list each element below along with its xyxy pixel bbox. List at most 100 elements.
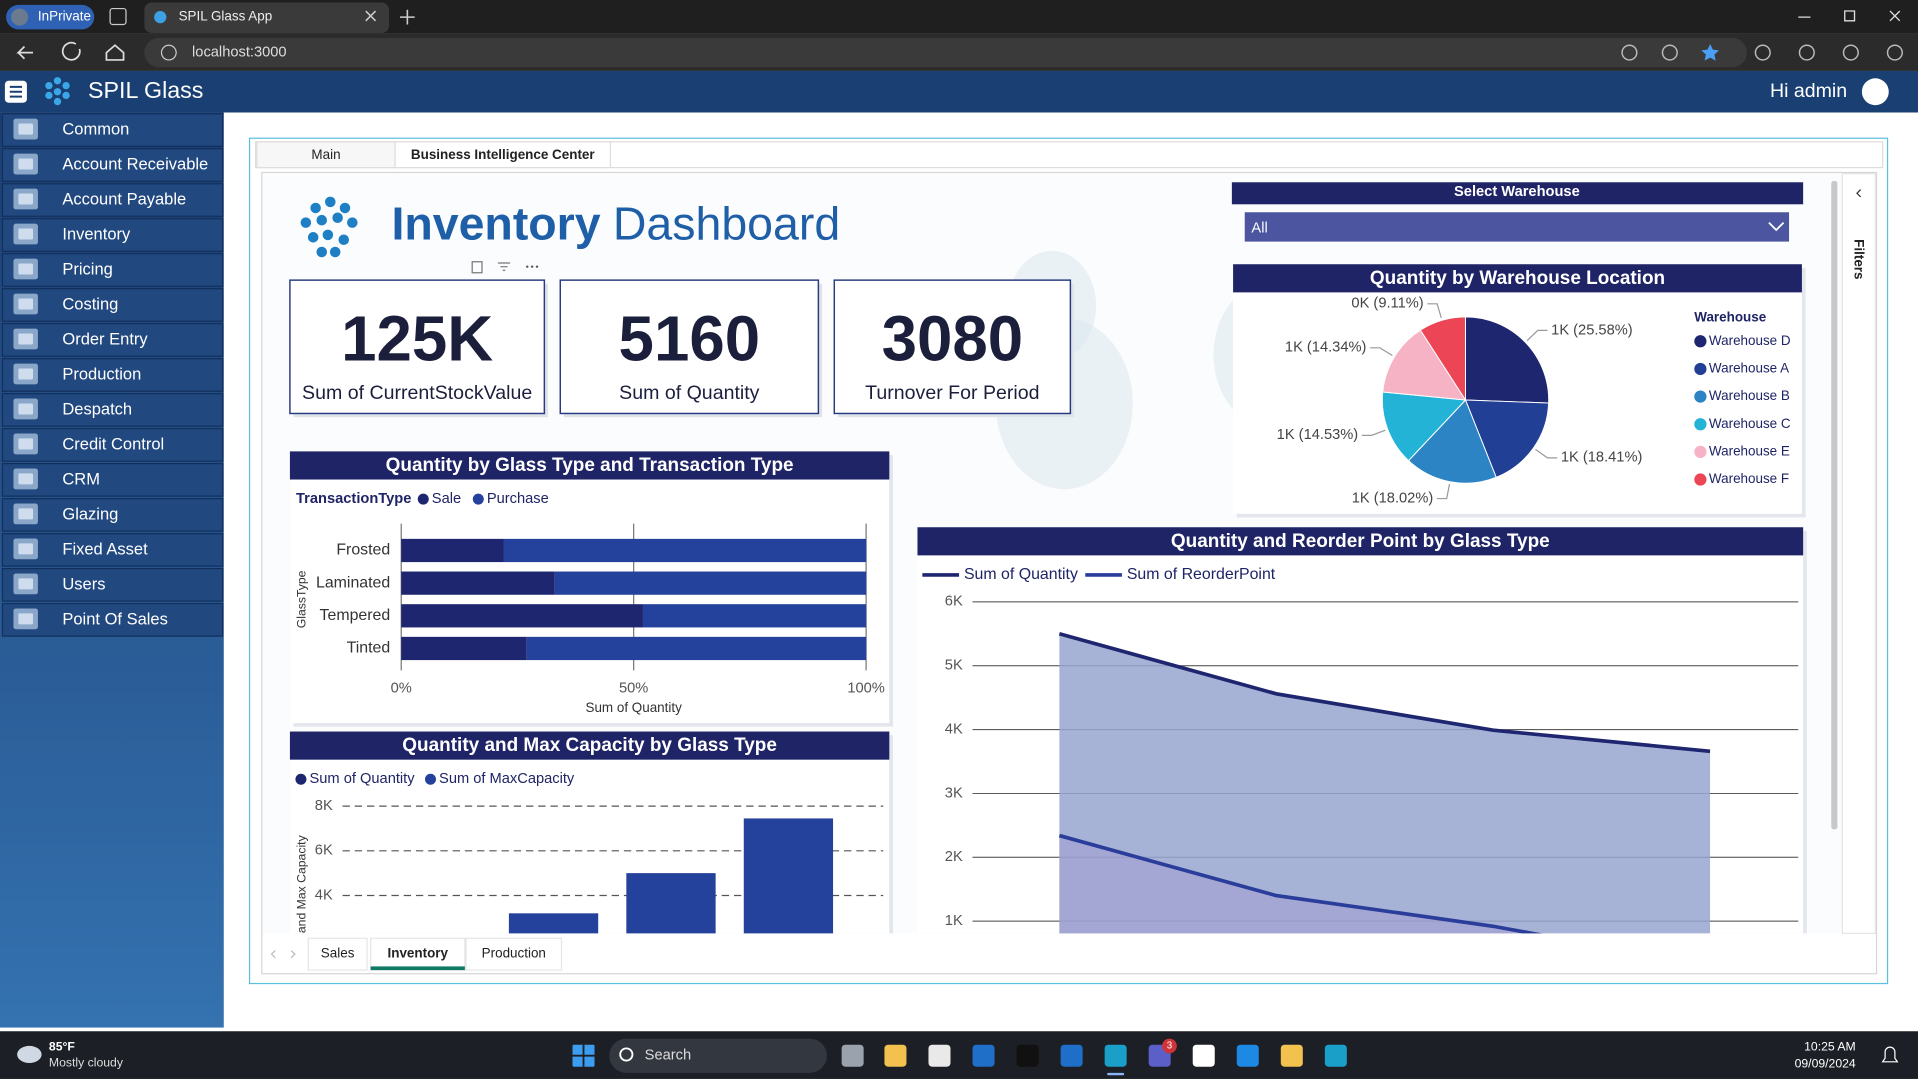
star-icon[interactable] xyxy=(1701,44,1719,61)
sidebar-label[interactable]: Fixed Asset xyxy=(62,540,148,558)
sidebar-item-bg[interactable] xyxy=(1,428,224,462)
sidebar-label[interactable]: Users xyxy=(62,575,105,593)
tab-label[interactable]: Business Intelligence Center xyxy=(411,147,595,162)
legend-swatch xyxy=(1694,473,1707,486)
canvas-scrollbar[interactable] xyxy=(1831,181,1838,830)
taskbar-app[interactable] xyxy=(972,1044,995,1067)
sidebar-label[interactable]: Common xyxy=(62,121,129,139)
tab-actions[interactable] xyxy=(109,7,127,26)
sidebar-item-bg[interactable] xyxy=(1,567,224,602)
inprivate-pill[interactable] xyxy=(6,4,95,30)
app-logo-dot xyxy=(53,88,62,96)
address-box[interactable] xyxy=(144,37,1747,68)
notification-bell[interactable] xyxy=(1881,1046,1899,1063)
sidebar-item-bg[interactable] xyxy=(1,358,224,392)
bar-segment xyxy=(503,538,867,563)
taskbar-app[interactable] xyxy=(1060,1044,1083,1067)
tab-label[interactable]: Main xyxy=(311,147,340,162)
sidebar-item-bg[interactable] xyxy=(1,323,224,357)
page-tab[interactable] xyxy=(307,937,368,971)
new-tab[interactable] xyxy=(400,9,415,25)
toolbar-icon[interactable] xyxy=(1621,44,1638,61)
sidebar-item-bg[interactable] xyxy=(1,253,224,287)
weather-temp: 85°F xyxy=(49,1039,75,1053)
visual-header-icons[interactable] xyxy=(471,261,511,274)
app-name: SPIL Glass xyxy=(88,77,203,103)
taskbar xyxy=(0,1031,1918,1079)
bar-segment xyxy=(401,538,504,563)
sidebar-label[interactable]: Inventory xyxy=(62,226,131,244)
taskbar-app[interactable] xyxy=(1192,1044,1215,1067)
sidebar-item-bg[interactable] xyxy=(1,532,224,567)
sidebar-item: Account Payable xyxy=(1,183,224,217)
dashboard-logo-dot xyxy=(347,217,358,228)
toolbar-icon[interactable] xyxy=(1661,44,1678,61)
legend-label: Sum of Quantity xyxy=(309,771,415,787)
sidebar-item-bg[interactable] xyxy=(1,463,224,497)
sidebar-label[interactable]: Credit Control xyxy=(62,436,164,454)
page-tab-label[interactable]: Production xyxy=(482,946,546,961)
filters-label[interactable]: Filters xyxy=(1852,239,1867,279)
sidebar-item-bg[interactable] xyxy=(1,498,224,532)
sidebar-label[interactable]: CRM xyxy=(62,471,100,489)
search-label[interactable]: Search xyxy=(645,1048,691,1064)
visual-title-bar xyxy=(289,451,890,480)
dashboard-logo-dot xyxy=(329,246,341,258)
tab-close[interactable] xyxy=(365,10,377,22)
sidebar-item: Account Receivable xyxy=(1,148,224,182)
visual-title: Quantity by Glass Type and Transaction T… xyxy=(386,455,794,476)
filters-pane[interactable] xyxy=(1841,173,1876,934)
sidebar-item-bg[interactable] xyxy=(1,183,224,217)
sidebar-item-bg[interactable] xyxy=(1,393,224,427)
sidebar-item-bg[interactable] xyxy=(1,113,224,147)
sidebar-label[interactable]: Order Entry xyxy=(62,331,148,349)
sidebar-icon-inner xyxy=(18,473,34,485)
toolbar-icon[interactable] xyxy=(1886,44,1903,61)
sidebar-label[interactable]: Costing xyxy=(62,296,118,314)
area-fill xyxy=(1059,835,1533,934)
search-box[interactable] xyxy=(609,1038,827,1073)
nav-buttons[interactable] xyxy=(16,41,125,61)
taskbar-app[interactable] xyxy=(928,1044,951,1067)
slicer-dropdown[interactable] xyxy=(1243,211,1791,243)
taskbar-app[interactable] xyxy=(1280,1044,1303,1067)
filters-collapse[interactable] xyxy=(1856,189,1862,198)
page-tab[interactable] xyxy=(370,937,466,971)
sidebar-label[interactable]: Pricing xyxy=(62,261,112,279)
sidebar-label[interactable]: Account Receivable xyxy=(62,156,208,174)
taskbar-app[interactable] xyxy=(884,1044,907,1067)
kpi-label: Turnover For Period xyxy=(865,382,1039,404)
sidebar-label[interactable]: Point Of Sales xyxy=(62,610,167,628)
sidebar-icon-inner xyxy=(18,613,34,625)
toolbar-icon[interactable] xyxy=(1798,44,1815,61)
y-tick-label: 6K xyxy=(315,843,333,859)
toolbar-icon[interactable] xyxy=(1842,44,1859,61)
slicer-selected[interactable]: All xyxy=(1251,221,1267,237)
sidebar-item: Pricing xyxy=(1,253,224,287)
sidebar-label[interactable]: Account Payable xyxy=(62,191,186,209)
page-tab-label[interactable]: Sales xyxy=(321,946,355,961)
page-nav-arrows[interactable] xyxy=(270,950,296,959)
bar-segment xyxy=(401,571,555,595)
sidebar-item-bg[interactable] xyxy=(1,288,224,322)
sidebar-icon-inner xyxy=(18,438,34,450)
taskbar-app[interactable] xyxy=(1016,1044,1039,1067)
page-tab-label[interactable]: Inventory xyxy=(388,946,449,961)
sidebar-label[interactable]: Glazing xyxy=(62,505,118,523)
taskbar-app[interactable] xyxy=(1104,1044,1127,1067)
sidebar-item-bg[interactable] xyxy=(1,218,224,252)
page-tab[interactable] xyxy=(465,937,563,971)
sidebar-label[interactable]: Despatch xyxy=(62,401,132,419)
toolbar-icon[interactable] xyxy=(1754,44,1771,61)
sidebar-item-bg[interactable] xyxy=(1,148,224,182)
sidebar-label[interactable]: Production xyxy=(62,366,141,384)
more-dot xyxy=(530,265,534,268)
sidebar-item-bg[interactable] xyxy=(1,602,224,637)
tab[interactable] xyxy=(394,141,612,169)
browser-tab[interactable] xyxy=(144,2,390,34)
taskbar-app[interactable] xyxy=(1236,1044,1259,1067)
avatar[interactable] xyxy=(1861,78,1889,106)
window-controls[interactable] xyxy=(1798,10,1901,22)
taskbar-app[interactable] xyxy=(1324,1044,1347,1067)
taskbar-app[interactable] xyxy=(841,1044,864,1067)
